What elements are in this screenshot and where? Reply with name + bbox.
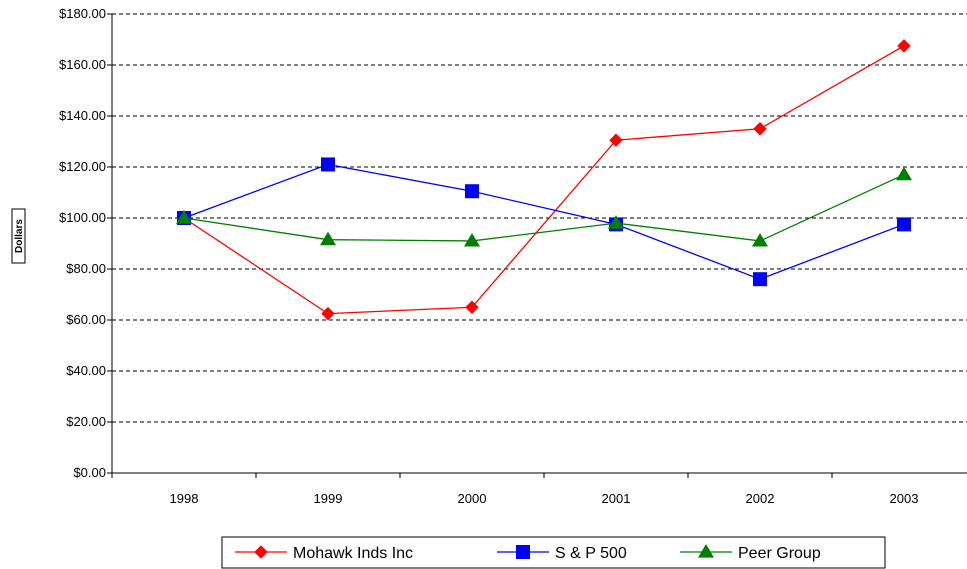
- y-tick-label: $20.00: [66, 414, 106, 429]
- data-point: [465, 184, 479, 199]
- y-tick-label: $100.00: [59, 210, 106, 225]
- legend-label: Mohawk Inds Inc: [293, 545, 413, 562]
- x-tick-label: 2000: [458, 491, 487, 506]
- data-point: [897, 217, 911, 232]
- series-line: [183, 174, 905, 242]
- y-tick-label: $0.00: [73, 465, 106, 480]
- x-tick-label: 2002: [746, 491, 775, 506]
- legend-marker: [254, 545, 268, 559]
- x-tick-label: 2001: [602, 491, 631, 506]
- data-point: [320, 231, 336, 246]
- legend-label: S & P 500: [555, 545, 627, 562]
- gridlines: [112, 13, 967, 423]
- series-line: [183, 45, 905, 315]
- legend-item: Mohawk Inds Inc: [235, 545, 413, 562]
- axes: [107, 13, 967, 478]
- series-lines: [176, 39, 912, 321]
- legend-marker: [516, 545, 530, 559]
- y-tick-label: $60.00: [66, 312, 106, 327]
- legend-box: [221, 536, 886, 569]
- y-tick-label: $120.00: [59, 159, 106, 174]
- y-tick-label: $160.00: [59, 57, 106, 72]
- series-line: [183, 163, 905, 280]
- y-tick-label: $140.00: [59, 108, 106, 123]
- data-point: [321, 157, 335, 172]
- data-point: [608, 215, 624, 229]
- legend: Mohawk Inds Inc S & P 500 Peer Group: [221, 536, 886, 569]
- data-point: [897, 39, 911, 53]
- y-tick-label: $180.00: [59, 6, 106, 21]
- y-tick-labels: $0.00 $20.00 $40.00 $60.00 $80.00 $100.00 $120…: [59, 6, 106, 480]
- y-tick-label: $40.00: [66, 363, 106, 378]
- data-point: [752, 232, 768, 247]
- data-point: [465, 300, 479, 314]
- data-point: [176, 210, 192, 224]
- y-tick-label: $80.00: [66, 261, 106, 276]
- x-tick-label: 2003: [890, 491, 919, 506]
- data-point: [896, 166, 912, 181]
- y-axis-label-box: Dollars: [11, 208, 26, 264]
- legend-item: Peer Group: [680, 544, 821, 562]
- series-peer-group: [176, 166, 912, 247]
- legend-marker: [698, 544, 714, 558]
- legend-label: Peer Group: [738, 545, 821, 562]
- data-point: [464, 232, 480, 247]
- x-tick-labels: 1998 1999 2000 2001 2002 2003: [170, 491, 919, 506]
- data-point: [609, 133, 623, 147]
- x-tick-label: 1998: [170, 491, 199, 506]
- y-axis-label: Dollars: [14, 219, 25, 253]
- series-s-p-500: [177, 157, 911, 287]
- data-point: [753, 122, 767, 136]
- x-tick-label: 1999: [314, 491, 343, 506]
- legend-item: S & P 500: [497, 545, 627, 562]
- data-point: [321, 306, 335, 321]
- data-point: [753, 272, 767, 287]
